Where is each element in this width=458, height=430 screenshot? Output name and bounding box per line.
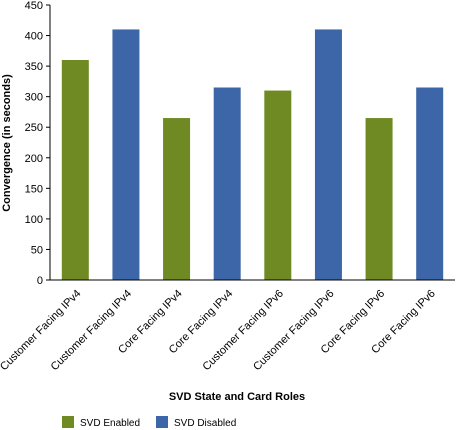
bar (314, 29, 342, 281)
y-axis-ticks: 0 50 100 150 200 250 300 350 400 450 (25, 0, 50, 287)
x-tick-label: Customer Facing IPv4 (0, 288, 83, 373)
x-axis-title: SVD State and Card Roles (169, 391, 305, 403)
y-tick-label: 100 (25, 214, 43, 226)
y-tick-label: 400 (25, 31, 43, 43)
legend-label: SVD Disabled (174, 418, 236, 429)
y-tick-label: 350 (25, 61, 43, 73)
y-tick-label: 450 (25, 0, 43, 12)
y-tick-label: 150 (25, 183, 43, 195)
y-tick-label: 200 (25, 153, 43, 165)
bar (213, 87, 241, 280)
legend: SVD Enabled SVD Disabled (62, 416, 236, 429)
bar (264, 90, 292, 280)
y-tick-label: 250 (25, 122, 43, 134)
y-tick-label: 300 (25, 92, 43, 104)
y-tick-label: 0 (37, 275, 43, 287)
bar (112, 29, 140, 281)
y-axis-title: Convergence (in seconds) (1, 74, 13, 212)
legend-swatch (156, 416, 168, 428)
bar (163, 118, 191, 280)
bars (61, 29, 444, 281)
bar (365, 118, 393, 280)
bar (61, 60, 89, 280)
legend-swatch (62, 416, 74, 428)
legend-label: SVD Enabled (80, 418, 140, 429)
bar (416, 87, 444, 280)
y-tick-label: 50 (31, 244, 43, 256)
